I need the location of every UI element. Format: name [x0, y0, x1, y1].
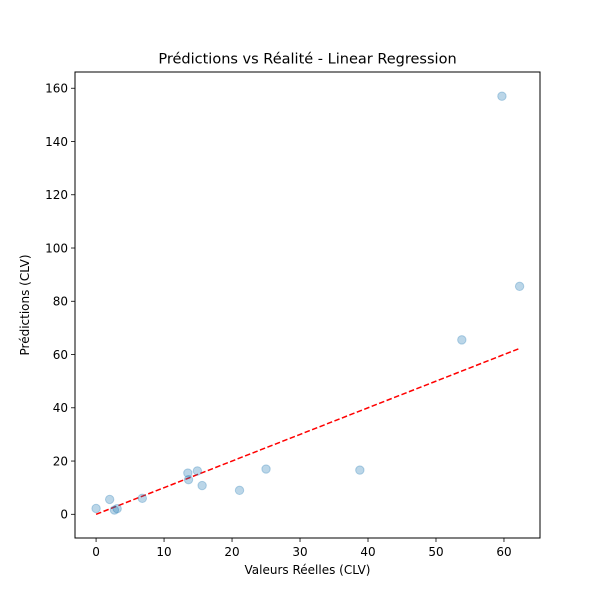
y-tick-label-120: 120	[45, 188, 68, 202]
data-point-12	[457, 335, 467, 345]
data-point-1	[104, 494, 115, 505]
data-point-8	[197, 480, 207, 491]
data-point-13	[497, 91, 507, 101]
x-tick-label-0: 0	[92, 545, 100, 559]
data-point-14	[514, 281, 525, 292]
y-axis: 0 20 40 60 80 100 120 140 160	[45, 82, 75, 522]
data-point-7	[192, 466, 203, 476]
y-tick-label-40: 40	[53, 401, 68, 415]
chart-title: Prédictions vs Réalité - Linear Regressi…	[158, 52, 456, 68]
y-tick-label-0: 0	[60, 508, 68, 522]
x-tick-label-60: 60	[496, 545, 511, 559]
x-tick-label-10: 10	[156, 545, 171, 559]
x-tick-label-30: 30	[292, 545, 307, 559]
y-axis-label: Prédictions (CLV)	[18, 255, 32, 356]
data-points	[91, 91, 525, 515]
data-point-0	[91, 503, 101, 514]
data-point-10	[261, 464, 271, 474]
y-tick-label-160: 160	[45, 82, 68, 96]
data-point-5	[183, 468, 193, 478]
y-tick-label-60: 60	[53, 348, 68, 362]
y-tick-label-80: 80	[53, 295, 68, 309]
y-tick-label-20: 20	[53, 454, 68, 468]
y-tick-label-100: 100	[45, 241, 68, 255]
x-axis: 0 10 20 30 40 50 60	[92, 538, 512, 559]
data-point-3	[112, 504, 122, 514]
x-tick-label-20: 20	[224, 545, 239, 559]
data-point-2	[109, 505, 120, 515]
data-point-6	[183, 474, 194, 485]
reference-line	[95, 347, 520, 515]
x-tick-label-50: 50	[428, 545, 443, 559]
axes-frame	[74, 71, 541, 539]
data-point-4	[137, 493, 148, 504]
x-axis-label: Valeurs Réelles (CLV)	[245, 563, 371, 577]
y-tick-label-140: 140	[45, 135, 68, 149]
data-point-9	[234, 485, 245, 496]
reference-line-layer	[95, 347, 520, 515]
data-point-11	[355, 465, 365, 475]
x-tick-label-40: 40	[360, 545, 375, 559]
